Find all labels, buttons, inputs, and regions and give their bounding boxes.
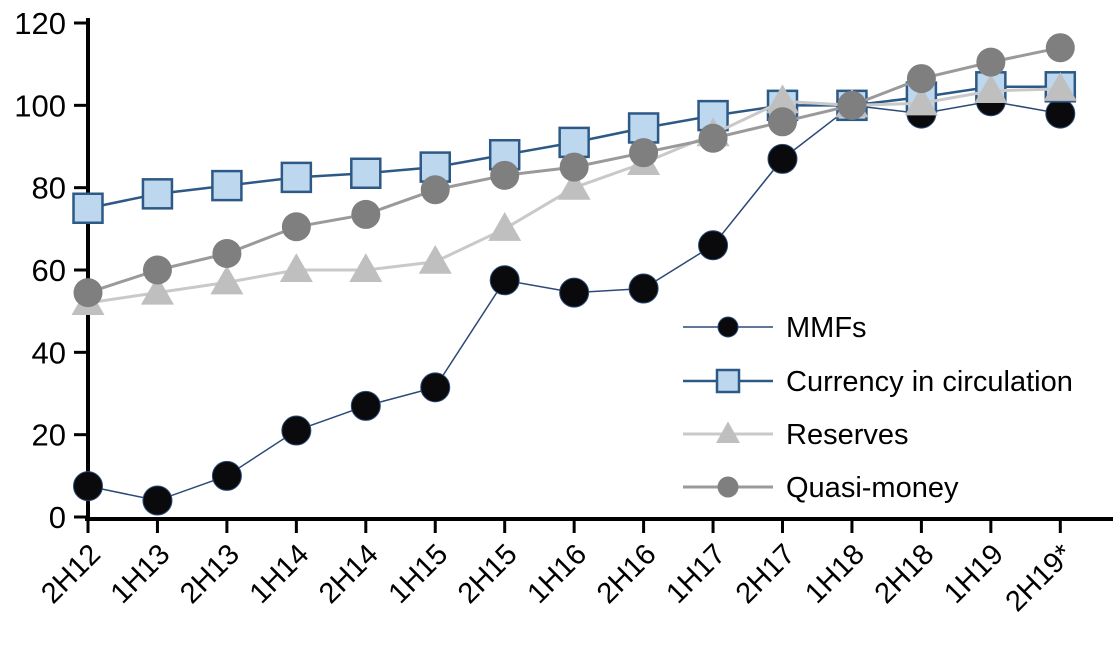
x-tick-label: 2H18 (869, 538, 941, 610)
x-tick-label: 2H12 (35, 538, 107, 610)
legend-marker-triangle (716, 421, 740, 444)
x-tick-label: 1H16 (521, 538, 593, 610)
y-tick-label: 60 (32, 253, 66, 288)
series-marker-reserves (210, 265, 244, 295)
series-marker-reserves (557, 170, 591, 200)
x-tick-label: 2H16 (591, 538, 663, 610)
series-marker-currency-in-circulation (350, 157, 382, 190)
series-marker-quasi-money (837, 90, 867, 120)
x-tick-label: 2H19* (1000, 538, 1080, 618)
series-marker-mmfs (420, 372, 451, 403)
series-marker-quasi-money (559, 152, 589, 182)
legend-marker-circle (717, 476, 739, 498)
series-marker-mmfs (559, 277, 590, 308)
series-marker-currency-in-circulation (280, 161, 313, 194)
series-marker-quasi-money (212, 239, 242, 269)
series-marker-mmfs (1045, 98, 1076, 129)
series-marker-quasi-money (1045, 33, 1075, 63)
x-tick-label: 1H19 (938, 538, 1010, 610)
series-marker-mmfs (489, 265, 520, 296)
x-tick-label: 2H17 (730, 538, 802, 610)
series-marker-currency-in-circulation (211, 169, 243, 202)
series-marker-reserves (766, 84, 799, 114)
y-tick-label: 0 (49, 500, 66, 535)
series-marker-reserves (904, 86, 938, 116)
series-marker-quasi-money (906, 64, 936, 94)
series-marker-mmfs (73, 471, 103, 502)
series-marker-mmfs (628, 273, 659, 304)
x-tick-label: 2H13 (174, 538, 246, 610)
legend-label: Quasi-money (786, 472, 959, 504)
series-marker-reserves (418, 244, 452, 274)
legend-label: Currency in circulation (786, 366, 1073, 398)
y-tick-label: 40 (32, 335, 66, 370)
series-marker-quasi-money (629, 138, 659, 168)
series-marker-mmfs (142, 485, 173, 516)
series-marker-mmfs (767, 143, 798, 174)
y-tick-label: 20 (32, 418, 66, 453)
series-marker-reserves (140, 275, 174, 305)
series-marker-reserves (974, 74, 1008, 103)
legend-marker-square (715, 368, 741, 394)
series-marker-currency-in-circulation (72, 192, 104, 224)
series-marker-reserves (279, 253, 313, 283)
series-marker-quasi-money (73, 278, 103, 308)
x-tick-label: 1H13 (105, 538, 177, 610)
series-marker-quasi-money (490, 160, 520, 190)
series-marker-currency-in-circulation (627, 112, 660, 144)
legend-marker-circle (717, 316, 739, 338)
x-tick-label: 1H17 (660, 538, 732, 610)
series-marker-reserves (349, 253, 383, 283)
y-tick-label: 80 (32, 171, 66, 206)
legend-label: MMFs (786, 312, 867, 344)
series-marker-mmfs (698, 230, 729, 261)
x-tick-label: 1H15 (383, 538, 455, 610)
series-marker-quasi-money (698, 123, 728, 153)
y-tick-label: 120 (14, 6, 66, 41)
series-marker-mmfs (350, 390, 381, 421)
series-marker-quasi-money (768, 107, 797, 137)
series-marker-reserves (488, 212, 522, 241)
series-marker-mmfs (211, 460, 242, 491)
x-tick-label: 1H14 (244, 538, 316, 610)
series-marker-reserves (1043, 72, 1077, 101)
y-tick-label: 100 (14, 88, 66, 123)
x-tick-label: 1H18 (799, 538, 871, 610)
series-marker-quasi-money (976, 47, 1006, 77)
series-marker-currency-in-circulation (558, 126, 590, 159)
x-tick-label: 2H14 (313, 538, 385, 610)
legend-label: Reserves (786, 419, 909, 451)
series-marker-quasi-money (142, 255, 172, 285)
x-tick-label: 2H15 (452, 538, 524, 610)
series-marker-mmfs (281, 415, 312, 446)
series-marker-quasi-money (420, 175, 450, 205)
series-marker-currency-in-circulation (141, 178, 174, 210)
series-marker-quasi-money (351, 199, 381, 229)
series-marker-quasi-money (281, 212, 311, 242)
